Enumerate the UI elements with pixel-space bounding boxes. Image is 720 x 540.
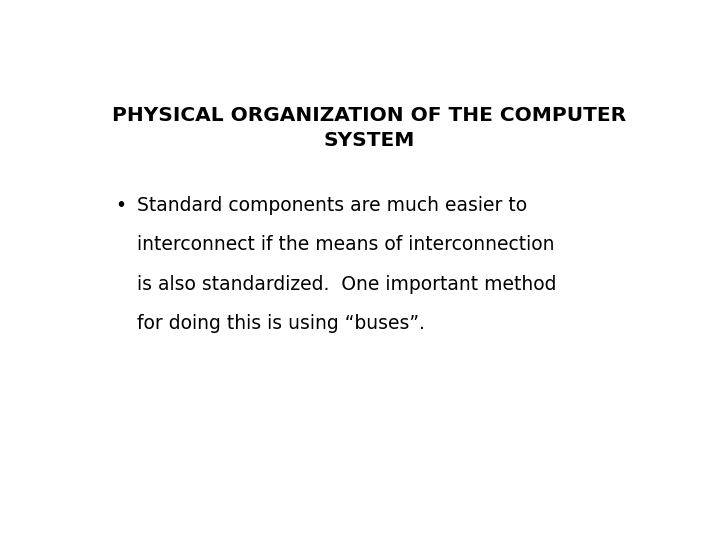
Text: for doing this is using “buses”.: for doing this is using “buses”. [138, 314, 426, 333]
Text: PHYSICAL ORGANIZATION OF THE COMPUTER
SYSTEM: PHYSICAL ORGANIZATION OF THE COMPUTER SY… [112, 106, 626, 150]
Text: •: • [115, 196, 126, 215]
Text: Standard components are much easier to: Standard components are much easier to [138, 196, 528, 215]
Text: interconnect if the means of interconnection: interconnect if the means of interconnec… [138, 235, 555, 254]
Text: is also standardized.  One important method: is also standardized. One important meth… [138, 275, 557, 294]
